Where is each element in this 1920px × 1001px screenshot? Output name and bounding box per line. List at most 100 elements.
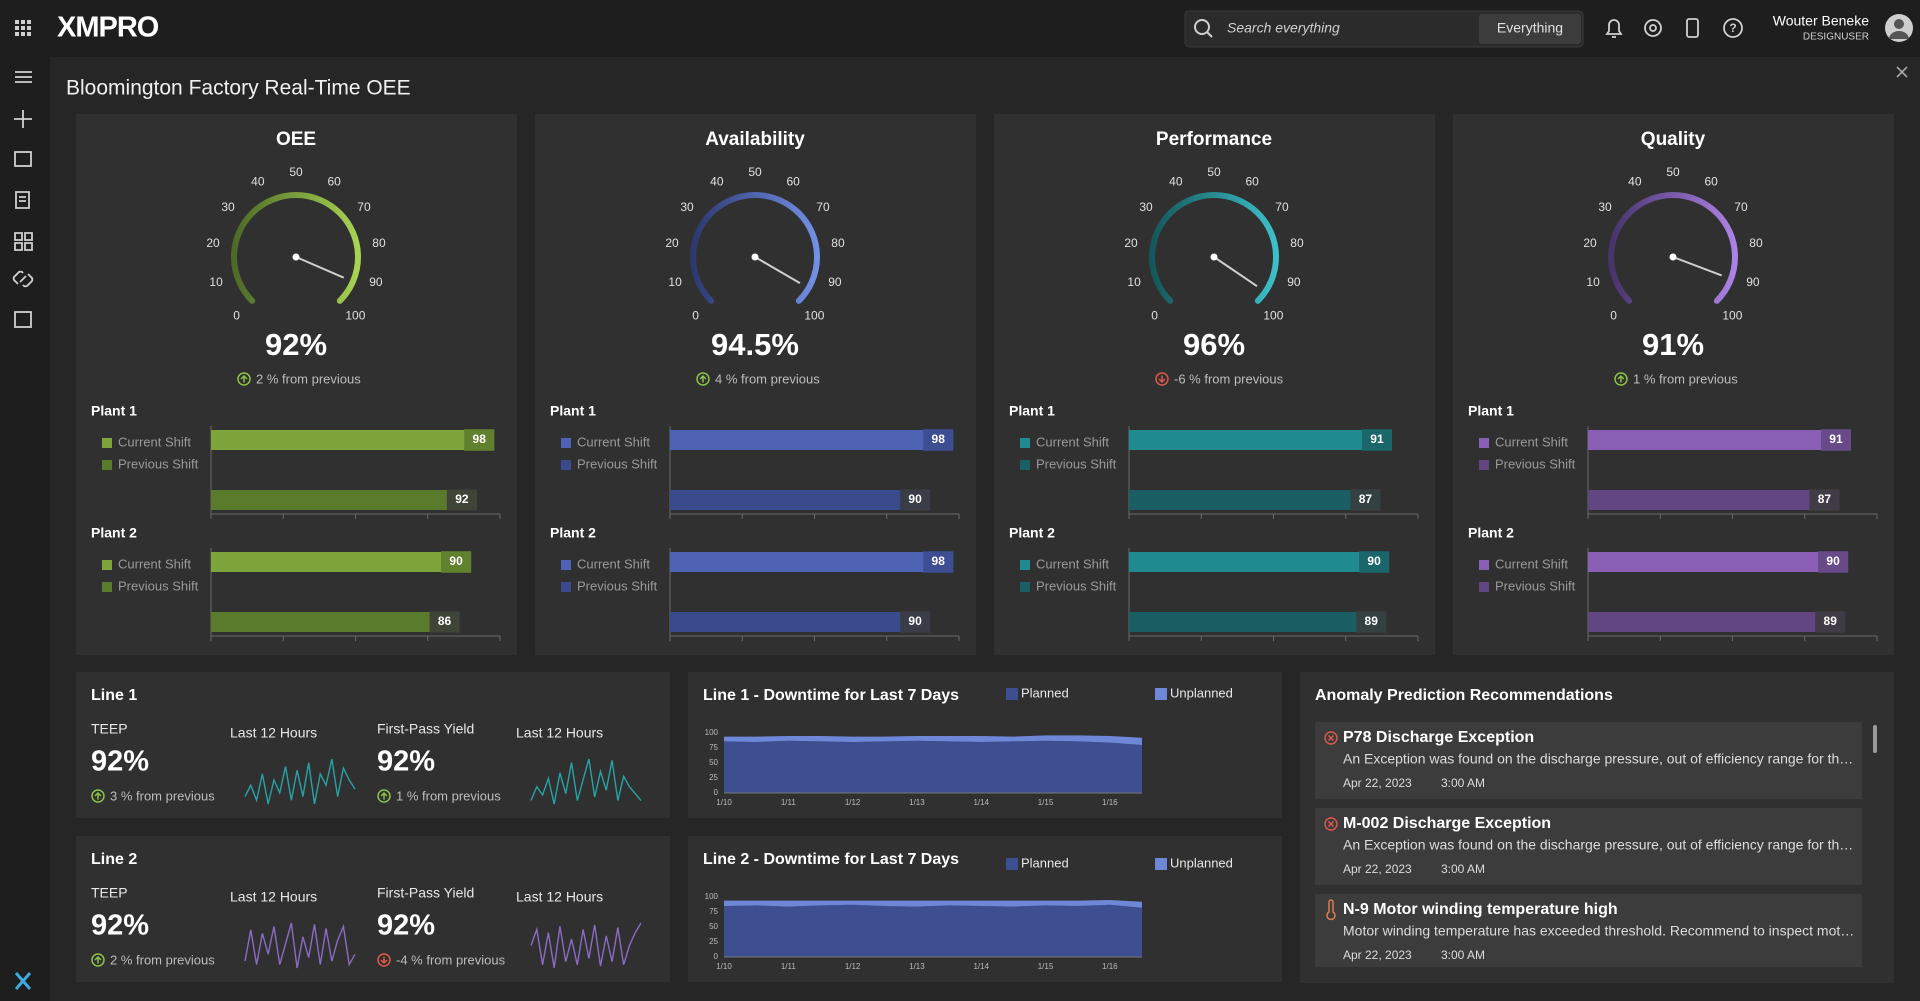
legend-label: Planned: [1021, 685, 1069, 700]
change-arrow: [380, 791, 388, 800]
anomaly-item[interactable]: P78 Discharge Exception An Exception was …: [1315, 722, 1862, 799]
bar-value-label: 89: [1365, 614, 1379, 628]
kpi-panel: Performance 0 10 20 30 40 50 60 70 80 90 100 96% -6 %…: [994, 114, 1435, 655]
x-tick-label: 1/12: [845, 798, 861, 807]
apps-button[interactable]: [15, 20, 31, 36]
nav-connections[interactable]: [12, 270, 34, 288]
gauge-tick-label: 10: [209, 275, 223, 289]
bar: [1129, 552, 1390, 572]
change-arrow: [380, 956, 388, 965]
x-tick-label: 1/12: [845, 962, 861, 971]
change-arrow: [1617, 374, 1625, 383]
kpi-value: 96%: [1183, 327, 1245, 362]
legend-label: Previous Shift: [118, 456, 199, 471]
close-button[interactable]: [1896, 66, 1908, 78]
bar-label-box: [923, 551, 954, 573]
gauge-tick-label: 60: [1245, 174, 1259, 188]
search-placeholder[interactable]: Search everything: [1227, 20, 1340, 36]
legend-swatch: [102, 560, 112, 570]
bar: [1588, 430, 1851, 450]
spark-label: Last 12 Hours: [516, 725, 603, 741]
gauge-tick-label: 40: [710, 174, 724, 188]
gauge-tick-label: 50: [748, 165, 762, 179]
gauge-tick-label: 20: [1583, 236, 1597, 250]
gauge-tick-label: 100: [1263, 309, 1283, 323]
brand-mark: [14, 972, 32, 990]
temperature-icon: [1326, 899, 1336, 921]
metric-change: 1 % from previous: [396, 788, 501, 803]
panel-title: Anomaly Prediction Recommendations: [1315, 687, 1613, 704]
gauge-needle: [754, 256, 801, 284]
bar-value-label: 90: [1826, 554, 1840, 568]
bar-value-label: 90: [908, 614, 922, 628]
gauge-arc: [690, 192, 820, 304]
gauge-tick-label: 30: [1139, 200, 1153, 214]
kpi-title: OEE: [276, 129, 316, 150]
legend-label: Previous Shift: [118, 578, 199, 593]
gauge-tick-label: 10: [1586, 275, 1600, 289]
nav-apps[interactable]: [15, 191, 30, 209]
gauge-tick-label: 30: [680, 200, 694, 214]
kpi-value: 92%: [265, 327, 327, 362]
search-scope[interactable]: Everything: [1497, 20, 1563, 36]
nav-data[interactable]: [14, 311, 32, 328]
anomaly-item[interactable]: N-9 Motor winding temperature high Motor …: [1315, 894, 1862, 971]
change-icon: [1614, 372, 1628, 386]
change-icon: [91, 953, 105, 967]
legend-label: Current Shift: [577, 434, 650, 449]
gauge-hub: [751, 253, 759, 261]
gauge-tick-label: 10: [668, 275, 682, 289]
device-button[interactable]: [1686, 18, 1699, 38]
kpi-panel: Availability 0 10 20 30 40 50 60 70 80 90 100 94.5% 4…: [535, 114, 976, 655]
x-tick-label: 1/11: [781, 798, 797, 807]
downtime-panel: Line 1 - Downtime for Last 7 Days Planned…: [688, 672, 1282, 818]
y-tick-label: 50: [709, 922, 718, 931]
search-scope-button[interactable]: [1479, 14, 1581, 44]
y-tick-label: 25: [709, 773, 718, 782]
line-title: Line 2: [91, 851, 137, 868]
change-icon: [237, 372, 251, 386]
menu-button[interactable]: [15, 71, 32, 83]
legend-label: Previous Shift: [1495, 456, 1576, 471]
change-arrow: [1158, 375, 1166, 384]
user-name[interactable]: Wouter Beneke: [1773, 13, 1869, 29]
bar-label-box: [441, 551, 472, 573]
bar: [670, 430, 954, 450]
item-time: 3:00 AM: [1441, 862, 1485, 876]
add-button[interactable]: [14, 110, 32, 128]
anomaly-list: P78 Discharge Exception An Exception was …: [1315, 722, 1862, 971]
gauge-tick-label: 0: [1151, 309, 1158, 323]
item-title: M-002 Discharge Exception: [1343, 815, 1551, 832]
x-tick-label: 1/16: [1102, 962, 1118, 971]
y-tick-label: 0: [714, 952, 719, 961]
help-button[interactable]: ?: [1723, 18, 1743, 38]
legend-swatch: [1020, 582, 1030, 592]
y-tick-label: 100: [705, 892, 719, 901]
nav-widgets[interactable]: [14, 232, 33, 251]
gauge-tick-label: 70: [1275, 200, 1289, 214]
page-title: Bloomington Factory Real-Time OEE: [66, 77, 411, 100]
bar-value-label: 90: [908, 492, 922, 506]
anomaly-item[interactable]: M-002 Discharge Exception An Exception wa…: [1315, 808, 1862, 885]
gauge-tick-label: 40: [251, 174, 265, 188]
gauge-tick-label: 0: [692, 309, 699, 323]
item-background: [1315, 894, 1862, 967]
avatar[interactable]: [1885, 14, 1913, 42]
notifications-button[interactable]: [1605, 19, 1623, 38]
plant-name: Plant 1: [1468, 403, 1514, 419]
gauge-tick-label: 90: [1287, 275, 1301, 289]
bar: [211, 490, 477, 510]
gauge-tick-label: 90: [1746, 275, 1760, 289]
legend-swatch: [561, 460, 571, 470]
metric-value: 92%: [91, 746, 149, 778]
settings-button[interactable]: [1644, 19, 1662, 37]
logo[interactable]: XMPRO: [57, 12, 160, 44]
nav-dashboards[interactable]: [14, 151, 32, 167]
legend-label: Previous Shift: [1036, 456, 1117, 471]
legend-swatch: [102, 460, 112, 470]
metric-change: 2 % from previous: [110, 952, 215, 967]
bar-value-label: 90: [1367, 554, 1381, 568]
kpi-title: Availability: [705, 129, 805, 150]
bar-label-box: [1820, 429, 1851, 451]
bar-label-box: [429, 611, 460, 633]
